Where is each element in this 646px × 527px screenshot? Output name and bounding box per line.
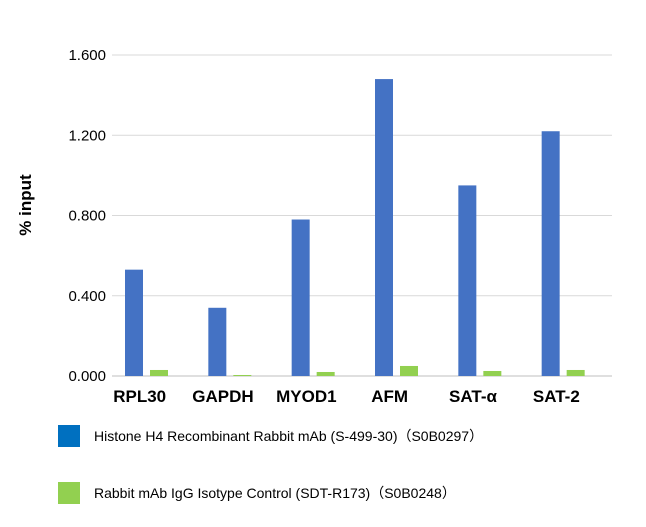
legend-swatch-2 [58,482,80,504]
legend-swatch-1 [58,425,80,447]
bar-SAT-2-series-1 [541,131,560,376]
bar-GAPDH-series-1 [208,307,227,376]
y-tick-label: 1.600 [68,47,106,64]
x-category-label: GAPDH [192,387,253,406]
bar-SAT-α-series-1 [458,185,477,376]
gridlines [112,54,612,377]
bar-RPL30-series-1 [125,269,143,376]
bar-SAT-2-series-2 [566,369,585,376]
y-axis-ticks: 0.000 0.400 0.800 1.200 1.600 [68,47,106,385]
bar-AFM-series-1 [375,79,393,376]
bar-MYOD1-series-1 [291,219,310,376]
y-axis-label: % input [16,174,35,236]
bar-AFM-series-2 [400,365,418,376]
x-category-label: SAT-2 [533,387,580,406]
legend-label-1: Histone H4 Recombinant Rabbit mAb (S-499… [94,428,484,444]
bars [125,79,585,376]
bar-SAT-α-series-2 [483,370,502,376]
y-tick-label: 0.000 [68,368,106,385]
y-tick-label: 1.200 [68,127,106,144]
bar-GAPDH-series-2 [233,374,252,376]
x-category-label: RPL30 [113,387,166,406]
y-tick-label: 0.800 [68,208,106,225]
legend-item-series-1: Histone H4 Recombinant Rabbit mAb (S-499… [58,425,483,447]
legend-label-2: Rabbit mAb IgG Isotype Control (SDT-R173… [94,485,456,501]
x-category-label: SAT-α [449,387,497,406]
x-category-label: AFM [371,387,408,406]
bar-RPL30-series-2 [150,369,168,376]
x-axis-categories: RPL30 GAPDH MYOD1 AFM SAT-α SAT-2 [113,387,580,406]
bar-MYOD1-series-2 [316,371,335,376]
y-tick-label: 0.400 [68,288,106,305]
x-category-label: MYOD1 [276,387,336,406]
legend-item-series-2: Rabbit mAb IgG Isotype Control (SDT-R173… [58,482,456,504]
